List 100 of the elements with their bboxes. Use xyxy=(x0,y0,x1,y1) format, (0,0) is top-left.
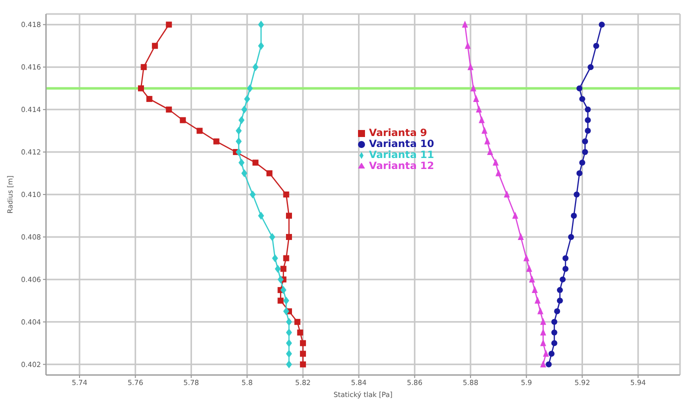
point xyxy=(258,212,264,220)
point xyxy=(548,350,555,357)
point xyxy=(476,106,482,113)
point xyxy=(236,126,242,135)
point xyxy=(464,42,471,49)
point xyxy=(512,212,518,219)
point xyxy=(286,350,292,358)
point xyxy=(278,298,284,304)
point xyxy=(258,20,264,29)
point xyxy=(588,64,594,70)
point xyxy=(196,128,203,134)
point xyxy=(487,148,494,156)
point xyxy=(551,330,558,336)
point xyxy=(523,254,530,262)
point xyxy=(152,42,158,49)
point xyxy=(478,116,485,124)
point xyxy=(286,360,292,368)
point xyxy=(584,128,591,134)
point xyxy=(138,85,144,92)
point xyxy=(297,330,304,336)
point xyxy=(551,318,558,325)
point xyxy=(534,296,541,304)
point xyxy=(462,20,468,28)
point xyxy=(266,170,272,176)
point xyxy=(593,42,600,49)
point xyxy=(492,158,499,166)
point xyxy=(286,318,292,326)
point xyxy=(283,296,290,305)
point xyxy=(180,117,186,124)
point xyxy=(283,192,290,198)
point xyxy=(294,318,300,325)
point xyxy=(269,232,276,241)
point xyxy=(280,266,286,272)
point xyxy=(576,170,582,176)
point xyxy=(481,126,488,134)
point xyxy=(579,160,586,166)
point xyxy=(252,63,258,72)
point xyxy=(278,275,284,284)
point xyxy=(166,106,172,113)
point xyxy=(280,286,286,294)
point xyxy=(484,137,490,144)
point xyxy=(286,328,292,337)
point xyxy=(213,138,220,144)
point xyxy=(286,234,292,240)
point xyxy=(551,340,558,346)
point xyxy=(283,255,290,262)
point xyxy=(236,148,242,156)
point xyxy=(582,149,588,156)
point xyxy=(272,254,278,262)
point xyxy=(252,160,258,166)
point xyxy=(540,339,546,346)
point xyxy=(579,96,586,102)
legend-label: Varianta 9 xyxy=(369,128,428,139)
point xyxy=(556,298,563,304)
point xyxy=(540,328,546,336)
point xyxy=(542,350,549,357)
point xyxy=(241,169,248,178)
point xyxy=(236,137,242,146)
point xyxy=(537,307,544,314)
point xyxy=(546,361,552,368)
point xyxy=(244,94,250,103)
point xyxy=(576,85,582,92)
point xyxy=(286,212,292,219)
point xyxy=(300,340,306,346)
point xyxy=(283,307,290,316)
point xyxy=(540,360,546,368)
point xyxy=(560,276,566,282)
point xyxy=(568,234,574,240)
point xyxy=(300,350,306,357)
point xyxy=(556,287,563,294)
point xyxy=(238,158,245,167)
legend-label: Varianta 12 xyxy=(369,161,434,172)
point xyxy=(584,117,591,124)
point xyxy=(574,192,580,198)
point xyxy=(562,266,568,272)
point xyxy=(473,94,480,102)
point xyxy=(238,116,245,124)
point xyxy=(468,63,474,70)
point xyxy=(146,96,152,102)
point xyxy=(598,22,605,28)
point xyxy=(562,255,568,262)
point xyxy=(582,138,588,144)
point xyxy=(570,212,577,219)
point xyxy=(540,318,546,325)
point xyxy=(274,264,281,273)
point xyxy=(504,190,510,198)
point xyxy=(584,106,591,113)
point xyxy=(286,339,292,348)
point xyxy=(528,275,535,282)
point xyxy=(258,42,264,50)
point xyxy=(250,190,256,198)
point xyxy=(470,84,476,92)
point xyxy=(300,361,306,368)
point xyxy=(518,232,524,240)
point xyxy=(166,22,172,28)
legend-label: Varianta 11 xyxy=(369,150,434,161)
legend-label: Varianta 10 xyxy=(369,139,434,150)
point xyxy=(495,169,502,176)
point xyxy=(241,106,248,114)
point xyxy=(532,286,538,294)
